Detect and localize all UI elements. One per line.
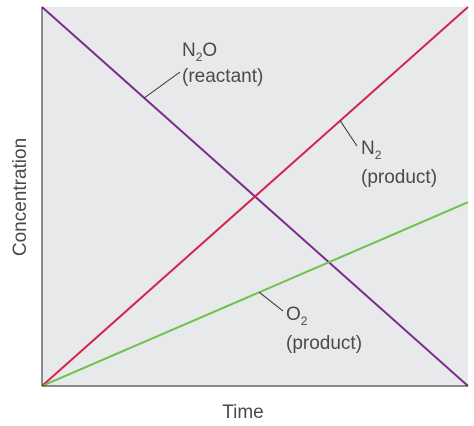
- species-tail: O: [202, 40, 217, 61]
- annotation-role-o2: (product): [286, 333, 362, 354]
- annotation-species-n2: N2: [361, 138, 382, 162]
- annotation-species-n2o: N2O: [182, 40, 217, 64]
- species-symbol: O: [286, 304, 301, 325]
- annotation-role-n2o: (reactant): [182, 66, 263, 87]
- species-symbol: N: [182, 40, 196, 61]
- annotation-role-n2: (product): [361, 167, 437, 188]
- leader-line-o2: [258, 291, 284, 312]
- x-axis-title: Time: [222, 402, 264, 423]
- species-subscript: 2: [301, 314, 308, 328]
- y-axis-title: Concentration: [10, 138, 31, 256]
- species-subscript: 2: [375, 148, 382, 162]
- annotation-species-o2: O2: [286, 304, 308, 328]
- series-layer: [41, 6, 469, 387]
- species-subscript: 2: [196, 50, 203, 64]
- series-line-o2: [41, 201, 469, 387]
- annotation-layer: N2O(reactant)N2(product)O2(product): [143, 40, 437, 354]
- leader-line-n2: [339, 120, 358, 147]
- species-symbol: N: [361, 138, 375, 159]
- leader-line-n2o: [143, 71, 181, 99]
- series-line-n2: [41, 6, 469, 387]
